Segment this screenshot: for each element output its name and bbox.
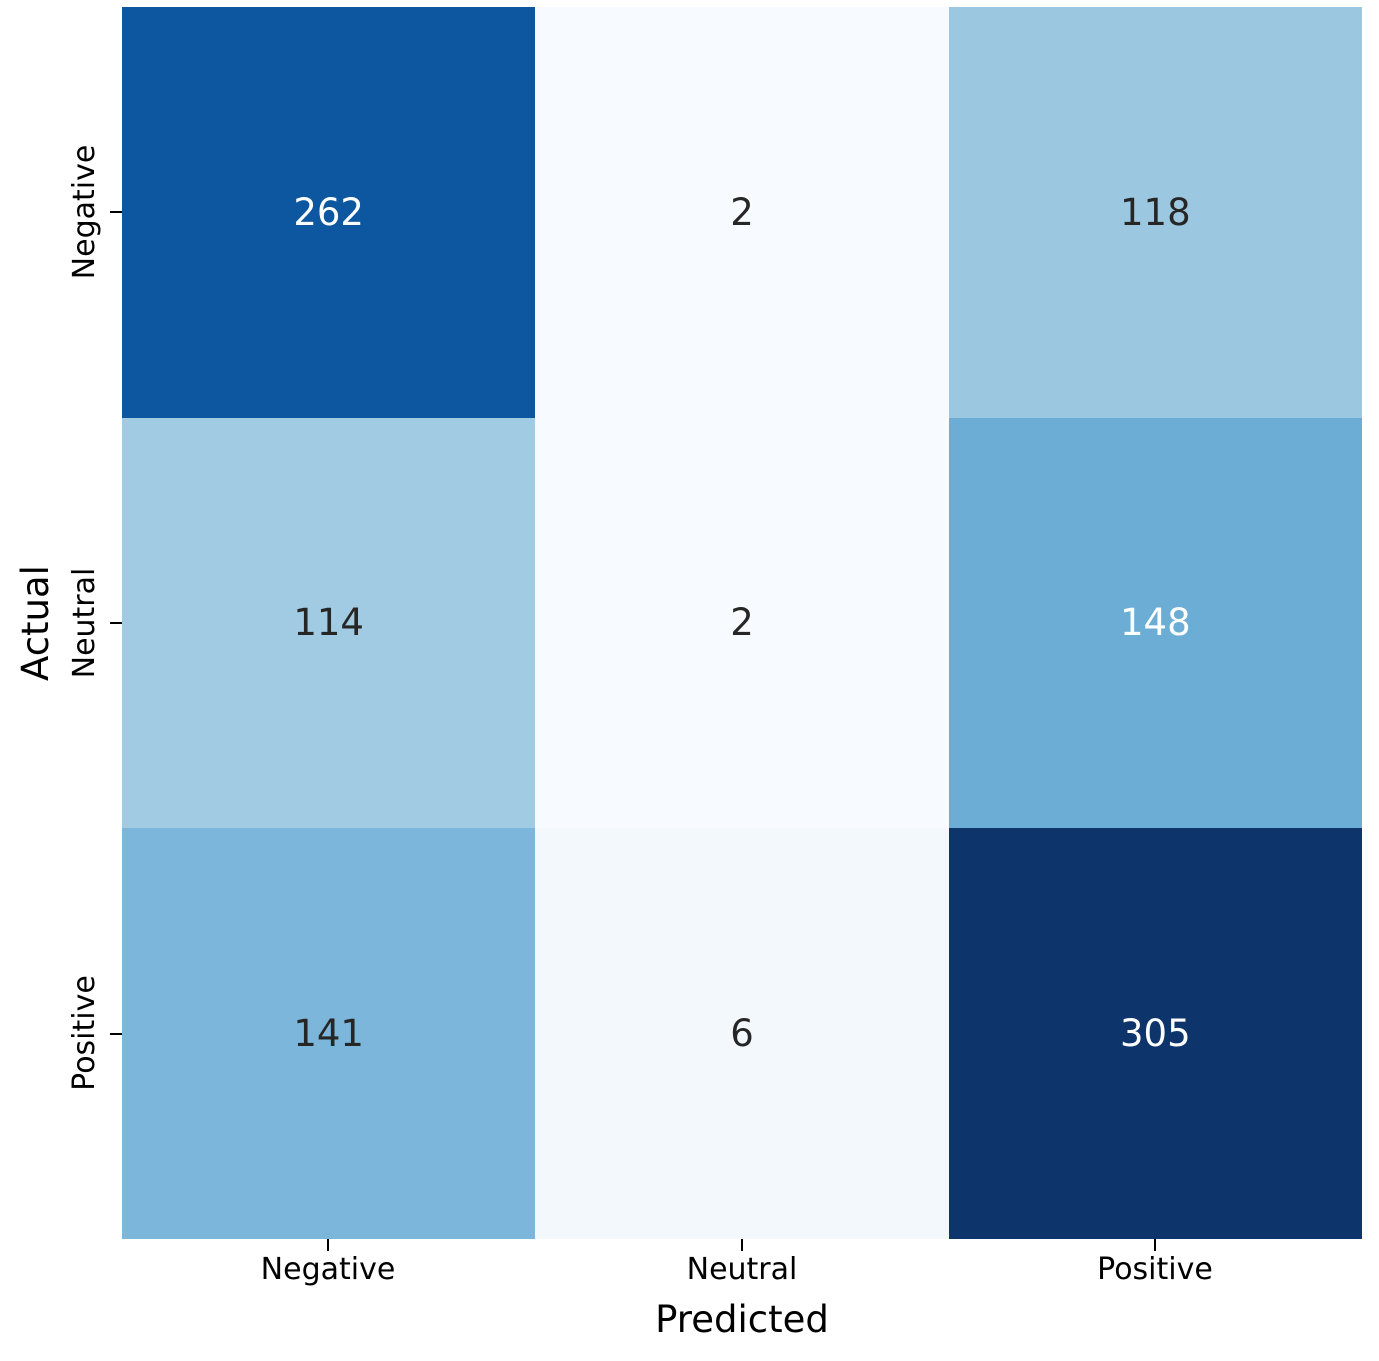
cell-negative-negative: 262 bbox=[122, 7, 536, 418]
x-axis-label: Predicted bbox=[655, 1298, 829, 1341]
cell-positive-negative: 141 bbox=[122, 828, 536, 1239]
x-ticklabel-negative: Negative bbox=[260, 1252, 396, 1287]
heatmap-grid: 262 2 118 114 2 148 141 6 305 bbox=[122, 7, 1362, 1239]
x-tick-negative bbox=[327, 1239, 329, 1251]
cell-neutral-neutral: 2 bbox=[535, 417, 949, 829]
cell-positive-neutral: 6 bbox=[535, 828, 949, 1239]
y-tick-negative bbox=[110, 211, 122, 213]
y-tick-positive bbox=[110, 1033, 122, 1035]
y-ticklabel-negative: Negative bbox=[67, 144, 102, 280]
cell-positive-positive: 305 bbox=[948, 828, 1362, 1239]
cell-negative-positive: 118 bbox=[948, 7, 1362, 418]
x-ticklabel-positive: Positive bbox=[1097, 1252, 1213, 1287]
x-tick-neutral bbox=[741, 1239, 743, 1251]
cell-neutral-negative: 114 bbox=[122, 417, 536, 829]
x-ticklabel-neutral: Neutral bbox=[686, 1252, 798, 1287]
cell-neutral-positive: 148 bbox=[948, 417, 1362, 829]
y-axis-label: Actual bbox=[14, 565, 57, 681]
y-ticklabel-neutral: Neutral bbox=[67, 567, 102, 679]
x-tick-positive bbox=[1154, 1239, 1156, 1251]
cell-negative-neutral: 2 bbox=[535, 7, 949, 418]
y-ticklabel-positive: Positive bbox=[67, 975, 102, 1091]
y-tick-neutral bbox=[110, 622, 122, 624]
